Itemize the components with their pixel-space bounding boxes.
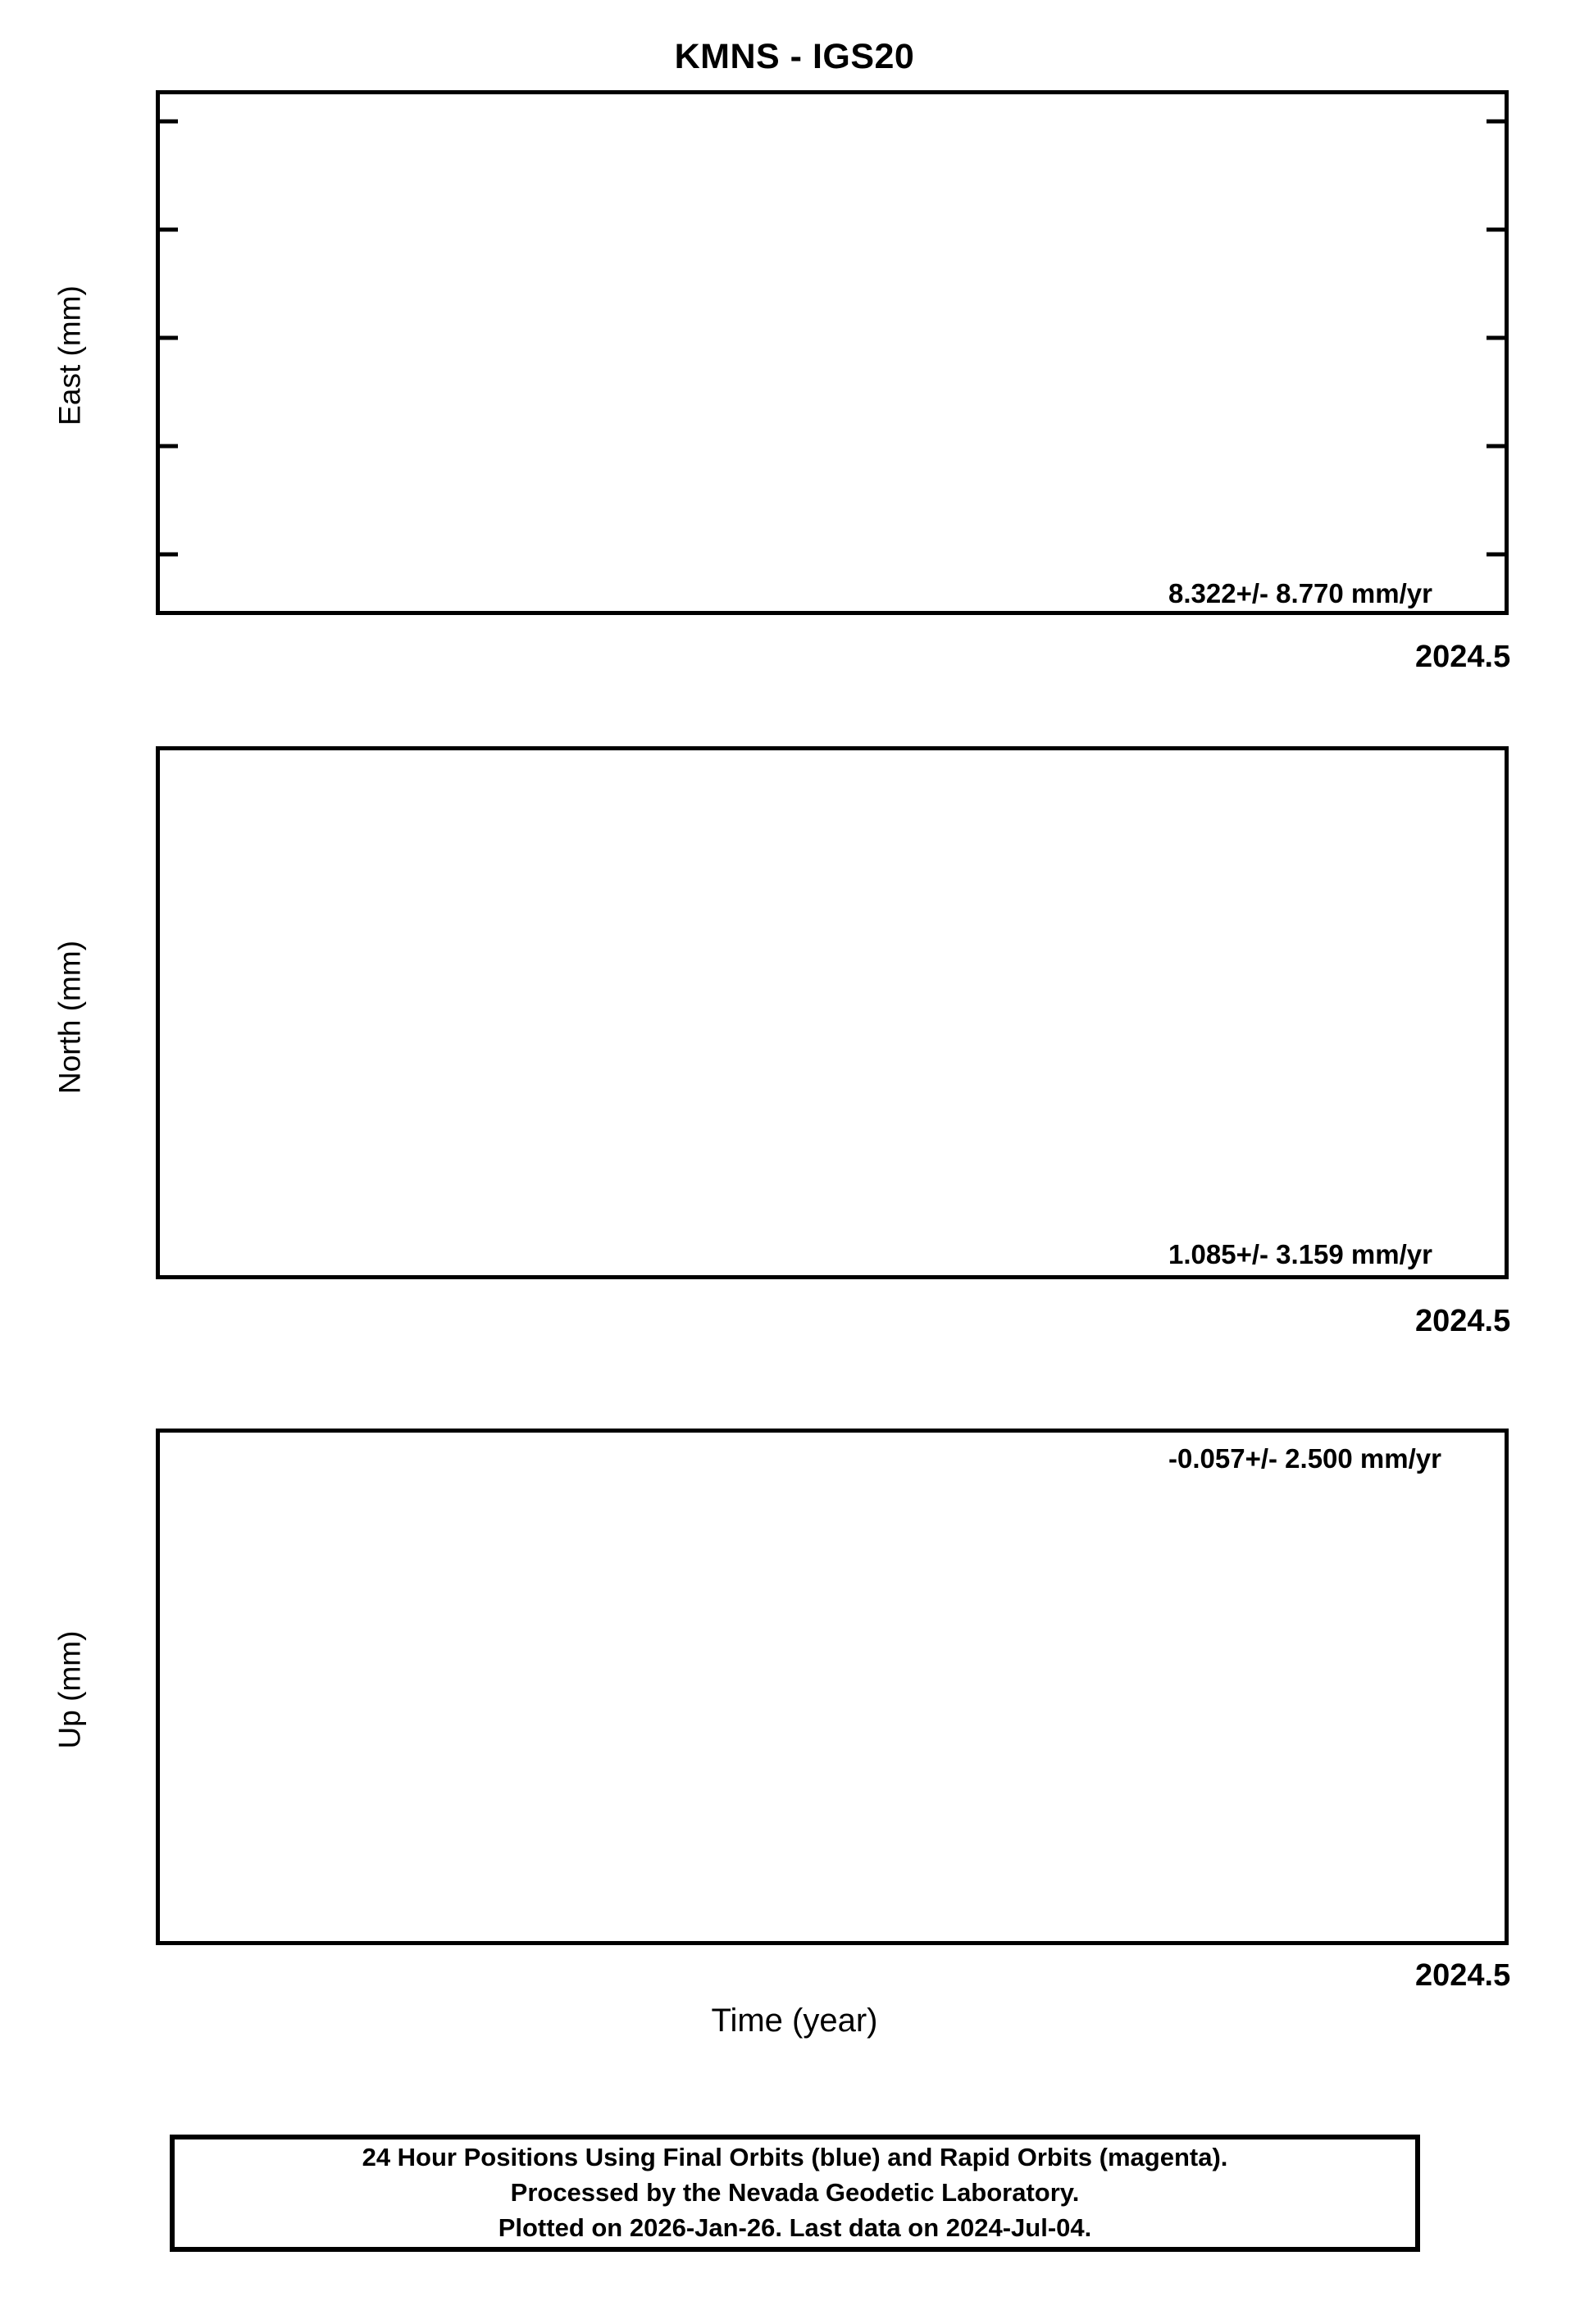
xtick-label-east: 2024.5 bbox=[1415, 640, 1511, 674]
rate-annotation-up: -0.057+/- 2.500 mm/yr bbox=[1168, 1443, 1441, 1474]
footer-caption-box: 24 Hour Positions Using Final Orbits (bl… bbox=[170, 2135, 1420, 2252]
plot-area-up bbox=[156, 1429, 1509, 1945]
panel-north bbox=[156, 746, 1509, 1279]
axis-label-time: Time (year) bbox=[711, 2003, 878, 2039]
plot-area-north bbox=[156, 746, 1509, 1279]
ytick-mark bbox=[1487, 335, 1505, 340]
axis-label-east: East (mm) bbox=[52, 285, 87, 426]
axis-label-up: Up (mm) bbox=[52, 1630, 87, 1749]
xtick-label-north: 2024.5 bbox=[1415, 1304, 1511, 1338]
rate-annotation-north: 1.085+/- 3.159 mm/yr bbox=[1168, 1239, 1432, 1269]
ytick-mark bbox=[160, 119, 178, 124]
ytick-mark bbox=[1487, 119, 1505, 124]
ytick-labels-up bbox=[82, 1429, 146, 1945]
footer-line-2: Processed by the Nevada Geodetic Laborat… bbox=[510, 2178, 1080, 2208]
xtick-label-up: 2024.5 bbox=[1415, 1958, 1511, 1993]
ytick-mark bbox=[1487, 227, 1505, 232]
panel-up bbox=[156, 1429, 1509, 1945]
footer-line-3: Plotted on 2026-Jan-26. Last data on 202… bbox=[498, 2212, 1092, 2242]
footer-line-1: 24 Hour Positions Using Final Orbits (bl… bbox=[362, 2143, 1228, 2172]
ytick-labels-north bbox=[82, 746, 146, 1279]
panel-east bbox=[156, 90, 1509, 615]
page-title: KMNS - IGS20 bbox=[674, 37, 915, 76]
ytick-labels-east bbox=[82, 90, 146, 615]
ytick-mark bbox=[160, 444, 178, 449]
ytick-mark bbox=[1487, 444, 1505, 449]
ytick-mark bbox=[160, 227, 178, 232]
axis-label-north: North (mm) bbox=[52, 940, 87, 1095]
ytick-mark bbox=[1487, 552, 1505, 557]
plot-area-east bbox=[156, 90, 1509, 615]
ytick-mark bbox=[160, 552, 178, 557]
ytick-mark bbox=[160, 335, 178, 340]
rate-annotation-east: 8.322+/- 8.770 mm/yr bbox=[1168, 578, 1432, 608]
